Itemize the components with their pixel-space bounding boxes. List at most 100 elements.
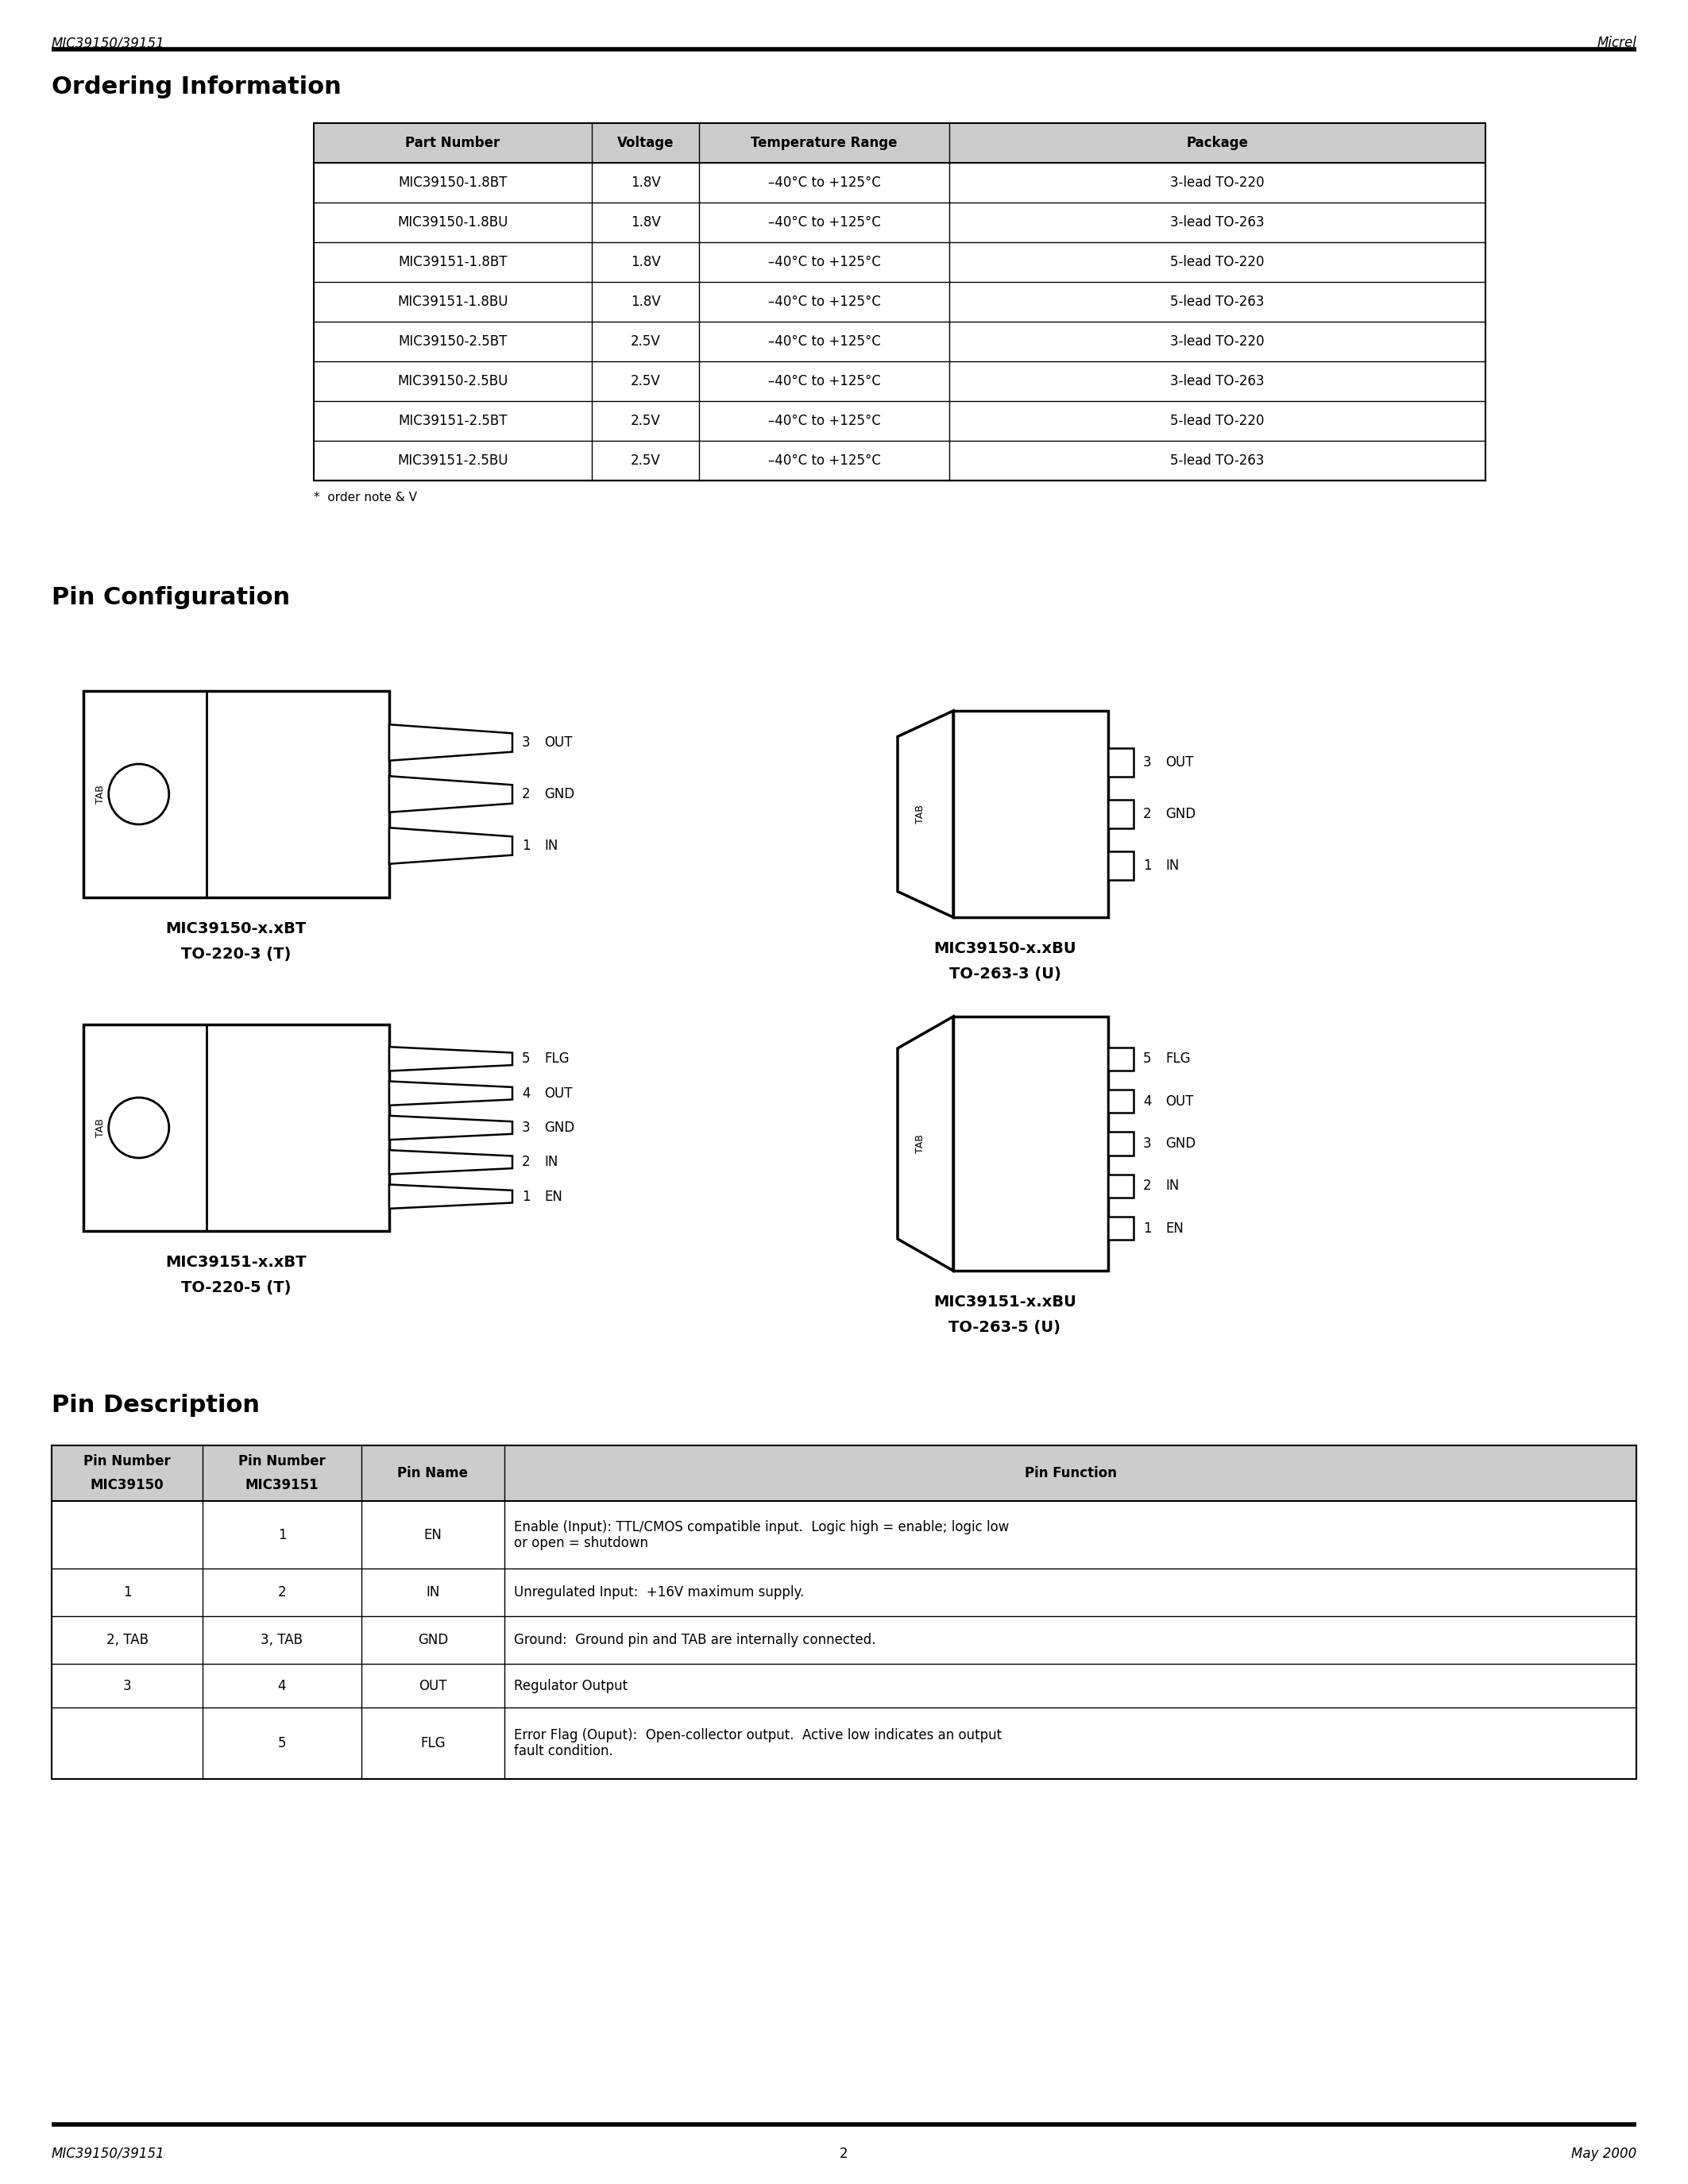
Bar [314, 122, 1485, 164]
Text: 1: 1 [1143, 858, 1151, 874]
Bar [1107, 1175, 1134, 1197]
Text: TO-220-3 (T): TO-220-3 (T) [181, 946, 290, 961]
Bar [83, 690, 390, 898]
Text: Temperature Range: Temperature Range [751, 135, 898, 151]
Bar [1107, 1090, 1134, 1114]
Text: 2: 2 [279, 1586, 287, 1599]
Polygon shape [390, 1116, 513, 1140]
Text: MIC39151-1.8BT: MIC39151-1.8BT [398, 256, 508, 269]
Text: IN: IN [1165, 1179, 1180, 1192]
Text: –40°C to +125°C: –40°C to +125°C [768, 454, 881, 467]
Text: 1.8V: 1.8V [630, 295, 660, 308]
Text: 5: 5 [1143, 1053, 1151, 1066]
Text: FLG: FLG [544, 1053, 569, 1066]
Bar [1107, 799, 1134, 828]
Text: 2, TAB: 2, TAB [106, 1634, 149, 1647]
Text: –40°C to +125°C: –40°C to +125°C [768, 295, 881, 308]
Text: Pin Number: Pin Number [83, 1455, 170, 1468]
Bar [1107, 1216, 1134, 1241]
Text: MIC39151: MIC39151 [245, 1479, 319, 1492]
Polygon shape [390, 1184, 513, 1208]
Text: MIC39150-x.xBT: MIC39150-x.xBT [165, 922, 306, 937]
Text: Part Number: Part Number [405, 135, 500, 151]
Text: OUT: OUT [419, 1679, 447, 1693]
Text: IN: IN [544, 839, 559, 854]
Text: 4: 4 [279, 1679, 287, 1693]
Text: Voltage: Voltage [618, 135, 674, 151]
Polygon shape [898, 710, 954, 917]
Text: TAB: TAB [915, 804, 925, 823]
Circle shape [108, 1099, 169, 1158]
Text: Pin Number: Pin Number [238, 1455, 326, 1468]
Text: 1: 1 [123, 1586, 132, 1599]
Text: 3: 3 [522, 736, 530, 749]
Text: 3-lead TO-220: 3-lead TO-220 [1170, 334, 1264, 349]
Text: Unregulated Input:  +16V maximum supply.: Unregulated Input: +16V maximum supply. [513, 1586, 803, 1599]
Text: May 2000: May 2000 [1572, 2147, 1636, 2160]
Bar [83, 1024, 390, 1232]
Text: TO-263-3 (U): TO-263-3 (U) [949, 968, 1060, 981]
Text: FLG: FLG [420, 1736, 446, 1749]
Text: EN: EN [1165, 1221, 1183, 1236]
Text: EN: EN [424, 1527, 442, 1542]
Polygon shape [390, 725, 513, 760]
Text: 1: 1 [522, 1190, 530, 1203]
Polygon shape [390, 1046, 513, 1070]
Text: 1: 1 [522, 839, 530, 854]
Text: –40°C to +125°C: –40°C to +125°C [768, 373, 881, 389]
Text: MIC39151-x.xBU: MIC39151-x.xBU [933, 1295, 1077, 1310]
Text: GND: GND [417, 1634, 447, 1647]
Text: 2: 2 [839, 2147, 847, 2160]
Text: GND: GND [544, 1120, 574, 1136]
Text: 2.5V: 2.5V [630, 413, 660, 428]
Text: 5-lead TO-220: 5-lead TO-220 [1170, 413, 1264, 428]
Text: IN: IN [1165, 858, 1180, 874]
Text: 3: 3 [1143, 756, 1151, 769]
Text: 3-lead TO-263: 3-lead TO-263 [1170, 216, 1264, 229]
Text: 2: 2 [1143, 1179, 1151, 1192]
Bar [1107, 1131, 1134, 1155]
Text: 5: 5 [522, 1053, 530, 1066]
Text: Micrel: Micrel [1597, 35, 1636, 50]
Bar [954, 1016, 1107, 1271]
Bar [954, 710, 1107, 917]
Text: Package: Package [1187, 135, 1249, 151]
Text: EN: EN [544, 1190, 562, 1203]
Text: 2: 2 [1143, 806, 1151, 821]
Bar [52, 1446, 1636, 1780]
Text: 4: 4 [1143, 1094, 1151, 1109]
Text: –40°C to +125°C: –40°C to +125°C [768, 216, 881, 229]
Text: MIC39151-2.5BU: MIC39151-2.5BU [397, 454, 508, 467]
Text: TAB: TAB [96, 1118, 106, 1138]
Bar [52, 1446, 1636, 1500]
Text: –40°C to +125°C: –40°C to +125°C [768, 175, 881, 190]
Text: 5-lead TO-263: 5-lead TO-263 [1170, 454, 1264, 467]
Text: 5-lead TO-263: 5-lead TO-263 [1170, 295, 1264, 308]
Text: TAB: TAB [915, 1133, 925, 1153]
Polygon shape [390, 1081, 513, 1105]
Polygon shape [898, 1016, 954, 1271]
Text: 2: 2 [522, 1155, 530, 1168]
Text: MIC39150-2.5BT: MIC39150-2.5BT [398, 334, 508, 349]
Text: GND: GND [1165, 806, 1195, 821]
Text: FLG: FLG [1165, 1053, 1190, 1066]
Text: or open = shutdown: or open = shutdown [513, 1535, 648, 1551]
Text: 1: 1 [279, 1527, 287, 1542]
Text: Pin Configuration: Pin Configuration [52, 585, 290, 609]
Text: –40°C to +125°C: –40°C to +125°C [768, 334, 881, 349]
Text: MIC39151-1.8BU: MIC39151-1.8BU [397, 295, 508, 308]
Text: IN: IN [544, 1155, 559, 1168]
Text: 5: 5 [279, 1736, 287, 1749]
Text: 3-lead TO-263: 3-lead TO-263 [1170, 373, 1264, 389]
Text: 3: 3 [123, 1679, 132, 1693]
Text: TO-220-5 (T): TO-220-5 (T) [181, 1280, 290, 1295]
Text: MIC39150/39151: MIC39150/39151 [52, 35, 165, 50]
Text: 1.8V: 1.8V [630, 256, 660, 269]
Bar [1107, 1048, 1134, 1070]
Text: OUT: OUT [1165, 1094, 1193, 1109]
Text: OUT: OUT [544, 1085, 572, 1101]
Text: 5-lead TO-220: 5-lead TO-220 [1170, 256, 1264, 269]
Text: 3, TAB: 3, TAB [262, 1634, 304, 1647]
Text: MIC39150-1.8BU: MIC39150-1.8BU [397, 216, 508, 229]
Text: fault condition.: fault condition. [513, 1745, 613, 1758]
